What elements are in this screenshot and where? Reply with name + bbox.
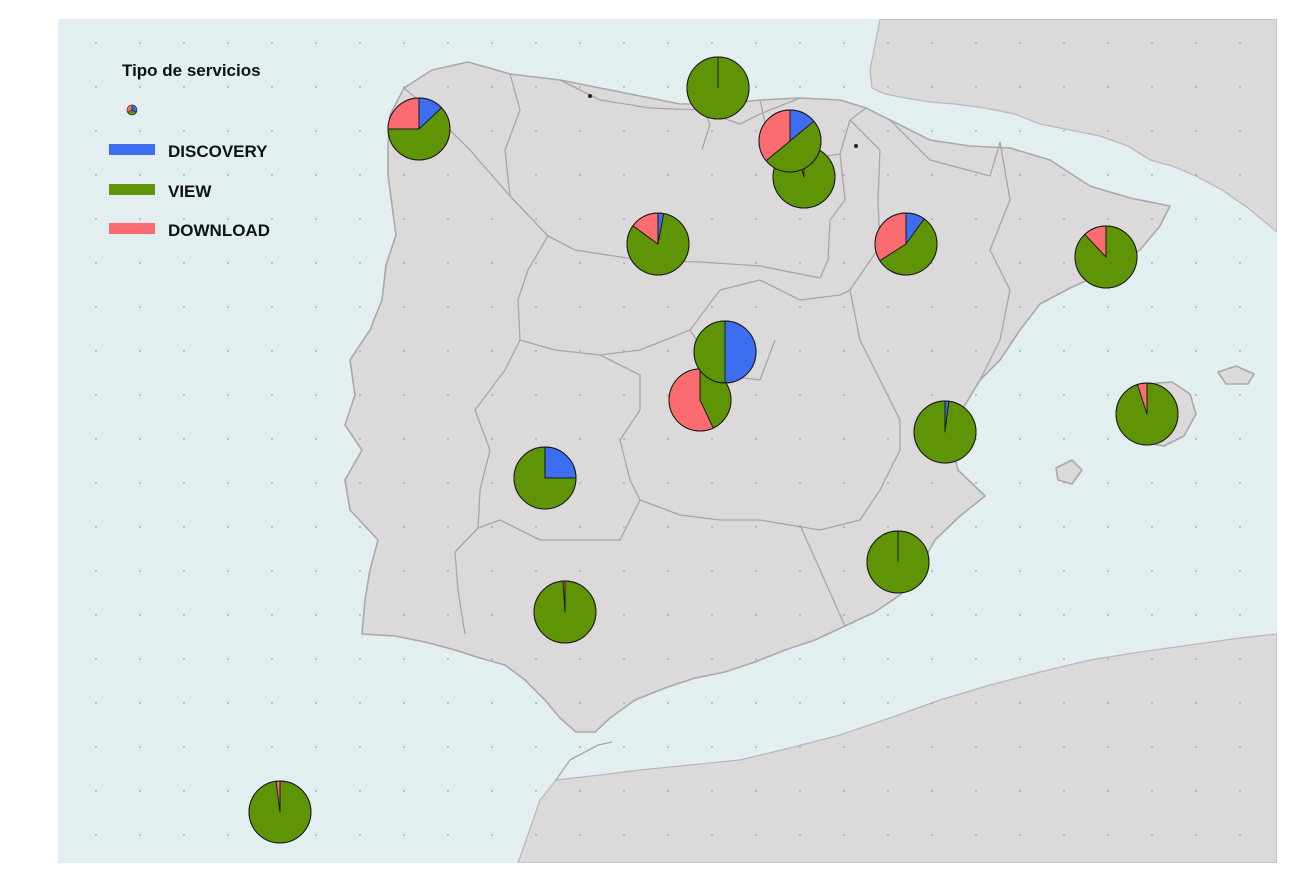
legend-swatch-view — [109, 184, 155, 195]
pie-outline — [626, 212, 690, 276]
legend-label-download: DOWNLOAD — [168, 221, 270, 240]
legend-swatch-discovery — [109, 144, 155, 155]
pie-outline — [387, 97, 451, 161]
pie-outline — [758, 109, 822, 173]
pie-murcia — [866, 530, 930, 594]
legend-swatch-download — [109, 223, 155, 234]
pie-outline — [248, 780, 312, 844]
legend-title: Tipo de servicios — [122, 61, 261, 80]
pie-outline — [513, 446, 577, 510]
pie-canarias — [248, 780, 312, 844]
pie-extremadura — [513, 446, 577, 510]
pie-cataluna — [1074, 225, 1138, 289]
graticule-dots — [58, 19, 1277, 863]
legend-pie-icon — [126, 104, 138, 116]
pie-madrid — [693, 320, 757, 384]
legend: Tipo de servicios DISCOVERY VIEW DOWNLOA… — [109, 61, 270, 240]
legend-label-view: VIEW — [168, 182, 212, 201]
pie-aragon — [874, 212, 938, 276]
pie-outline — [874, 212, 938, 276]
pie-galicia — [387, 97, 451, 161]
pie-baleares — [1115, 382, 1179, 446]
pie-castilla-la-mancha — [668, 368, 732, 432]
pie-andalucia — [533, 580, 597, 644]
pie-outline — [913, 400, 977, 464]
legend-label-discovery: DISCOVERY — [168, 142, 268, 161]
pie-outline — [693, 320, 757, 384]
pie-castilla-leon — [626, 212, 690, 276]
pie-comunidad-valenciana — [913, 400, 977, 464]
map-frame — [58, 19, 1277, 863]
pie-outline — [1115, 382, 1179, 446]
pie-outline — [533, 580, 597, 644]
pie-outline — [866, 530, 930, 594]
pie-outline — [1074, 225, 1138, 289]
pie-asturias — [686, 56, 750, 120]
pie-layer — [248, 56, 1179, 844]
pie-outline — [686, 56, 750, 120]
pie-pais-vasco — [758, 109, 822, 173]
